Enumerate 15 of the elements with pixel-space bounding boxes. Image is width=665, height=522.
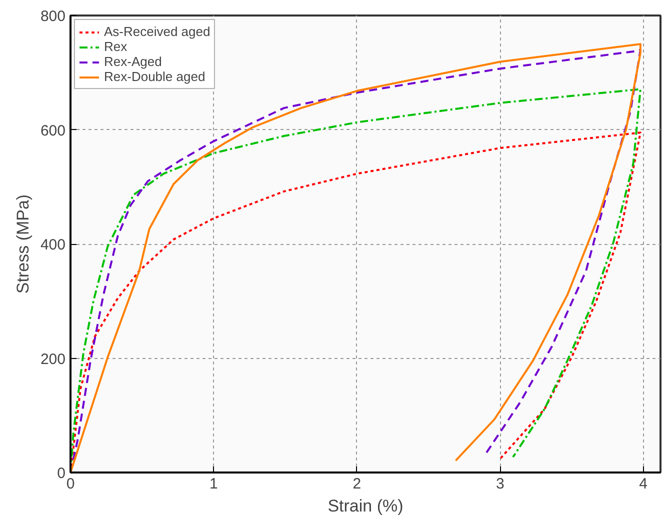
x-tick-label: 4 [639, 476, 648, 492]
x-tick-label: 1 [210, 476, 218, 492]
y-tick-label: 400 [40, 236, 66, 254]
legend-label: Rex [104, 39, 128, 54]
y-tick-label: 0 [57, 465, 66, 482]
y-tick-label: 600 [40, 122, 66, 140]
y-tick-label: 800 [40, 8, 66, 25]
legend-label: Rex-Aged [104, 54, 162, 69]
y-axis-title: Stress (MPa) [13, 194, 32, 294]
x-tick-label: 2 [352, 476, 362, 492]
x-axis-title: Strain (%) [328, 496, 404, 516]
legend-label: Rex-Double aged [104, 69, 206, 84]
x-tick-label: 3 [496, 476, 504, 492]
legend-label: As-Received aged [104, 24, 210, 39]
y-tick-label: 200 [40, 350, 66, 368]
